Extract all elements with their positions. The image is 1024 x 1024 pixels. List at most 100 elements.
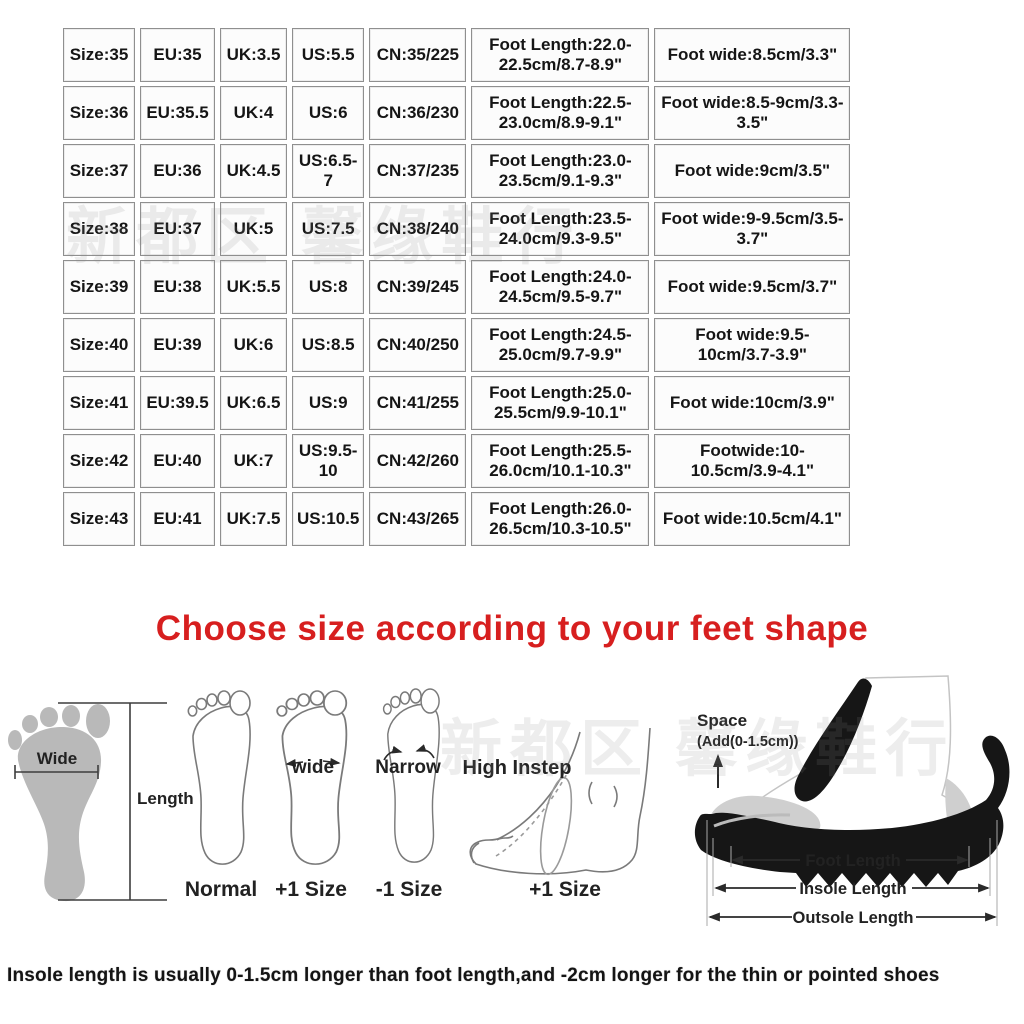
feet-shape-diagram: Wide Length Normal wide +1 Size Narrow -… [8, 675, 1010, 927]
size-cell: CN:37/235 [369, 144, 467, 198]
table-row: Size:41 EU:39.5 UK:6.5 US:9 CN:41/255 Foot Le… [63, 376, 851, 430]
size-cell: Foot wide:9.5-10cm/3.7-3.9" [654, 318, 851, 372]
length-measure [58, 702, 167, 901]
outsole-length-label: Outsole Length [793, 909, 914, 927]
size-cell: Foot Length:24.5-25.0cm/9.7-9.9" [471, 318, 650, 372]
size-cell: US:9.5-10 [292, 434, 365, 488]
size-cell: US:9 [292, 376, 365, 430]
measure-arrows [708, 855, 997, 922]
normal-label: Normal [185, 878, 257, 901]
size-cell: Foot wide:9-9.5cm/3.5-3.7" [654, 202, 851, 256]
size-cell: CN:41/255 [369, 376, 467, 430]
wide-arrows-icon [285, 757, 341, 767]
size-cell: EU:36 [140, 144, 215, 198]
size-cell: UK:7 [220, 434, 287, 488]
size-cell: Foot Length:22.5-23.0cm/8.9-9.1" [471, 86, 650, 140]
size-cell: Foot Length:23.5-24.0cm/9.3-9.5" [471, 202, 650, 256]
size-cell: Foot wide:10.5cm/4.1" [654, 492, 851, 546]
size-cell: Foot Length:24.0-24.5cm/9.5-9.7" [471, 260, 650, 314]
insole-length-label: Insole Length [799, 880, 906, 898]
measure-guides [706, 820, 998, 926]
size-cell: Foot wide:8.5cm/3.3" [654, 28, 851, 82]
size-cell: EU:40 [140, 434, 215, 488]
wide-size-label: +1 Size [275, 878, 347, 901]
size-cell: Foot wide:9cm/3.5" [654, 144, 851, 198]
foot-outline-normal-icon [187, 690, 251, 865]
size-cell: US:5.5 [292, 28, 365, 82]
narrow-size-label: -1 Size [376, 878, 443, 901]
wide-label: Wide [37, 749, 77, 768]
size-cell: CN:40/250 [369, 318, 467, 372]
size-cell: Foot wide:8.5-9cm/3.3-3.5" [654, 86, 851, 140]
size-cell: Foot Length:25.5-26.0cm/10.1-10.3" [471, 434, 650, 488]
table-row: Size:38 EU:37 UK:5 US:7.5 CN:38/240 Foot Leng… [63, 202, 851, 256]
size-cell: UK:6.5 [220, 376, 287, 430]
high-instep-label: High Instep [463, 757, 572, 779]
table-row: Size:39 EU:38 UK:5.5 US:8 CN:39/245 Foot Leng… [63, 260, 851, 314]
size-cell: EU:37 [140, 202, 215, 256]
size-cell: EU:39 [140, 318, 215, 372]
size-cell: Foot Length:26.0-26.5cm/10.3-10.5" [471, 492, 650, 546]
size-table-body: Size:35 EU:35 UK:3.5 US:5.5 CN:35/225 Foot Le… [63, 28, 851, 546]
space-label: Space [697, 711, 747, 730]
table-row: Size:42 EU:40 UK:7 US:9.5-10 CN:42/260 Foot L… [63, 434, 851, 488]
size-cell: EU:35 [140, 28, 215, 82]
wide-measure [14, 765, 99, 779]
size-cell: CN:42/260 [369, 434, 467, 488]
size-cell: Footwide:10-10.5cm/3.9-4.1" [654, 434, 851, 488]
shoe-diagram-icon [694, 675, 1010, 887]
size-cell: EU:35.5 [140, 86, 215, 140]
size-cell: Foot Length:25.0-25.5cm/9.9-10.1" [471, 376, 650, 430]
size-cell: EU:38 [140, 260, 215, 314]
size-cell: UK:3.5 [220, 28, 287, 82]
size-cell: UK:6 [220, 318, 287, 372]
high-instep-foot-icon [469, 727, 651, 876]
size-cell: UK:4.5 [220, 144, 287, 198]
size-cell: UK:4 [220, 86, 287, 140]
page-title: Choose size according to your feet shape [155, 609, 869, 648]
size-cell: Size:43 [63, 492, 135, 546]
size-cell: Foot wide:9.5cm/3.7" [654, 260, 851, 314]
size-cell: CN:36/230 [369, 86, 467, 140]
size-cell: Size:42 [63, 434, 135, 488]
size-cell: US:10.5 [292, 492, 365, 546]
table-row: Size:37 EU:36 UK:4.5 US:6.5-7 CN:37/235 Foot … [63, 144, 851, 198]
size-cell: Size:35 [63, 28, 135, 82]
size-cell: Foot Length:23.0-23.5cm/9.1-9.3" [471, 144, 650, 198]
table-row: Size:40 EU:39 UK:6 US:8.5 CN:40/250 Foot Leng… [63, 318, 851, 372]
wide-foot-label: wide [291, 757, 334, 778]
footprint-icon [8, 704, 110, 902]
length-label: Length [137, 789, 194, 808]
size-cell: CN:43/265 [369, 492, 467, 546]
footnote-text: Insole length is usually 0-1.5cm longer … [7, 965, 940, 986]
table-row: Size:43 EU:41 UK:7.5 US:10.5 CN:43/265 Foot L… [63, 492, 851, 546]
narrow-foot-label: Narrow [375, 757, 441, 778]
space-note: (Add(0-1.5cm)) [697, 734, 799, 750]
foot-length-label: Foot Length [805, 852, 900, 870]
size-cell: Foot Length:22.0-22.5cm/8.7-8.9" [471, 28, 650, 82]
size-conversion-table: Size:35 EU:35 UK:3.5 US:5.5 CN:35/225 Foot Le… [58, 24, 855, 550]
instep-size-label: +1 Size [529, 878, 601, 901]
size-cell: EU:41 [140, 492, 215, 546]
size-cell: CN:38/240 [369, 202, 467, 256]
table-row: Size:35 EU:35 UK:3.5 US:5.5 CN:35/225 Foot Le… [63, 28, 851, 82]
size-cell: Size:41 [63, 376, 135, 430]
size-cell: Size:36 [63, 86, 135, 140]
size-cell: Size:40 [63, 318, 135, 372]
size-cell: Size:37 [63, 144, 135, 198]
size-cell: US:6.5-7 [292, 144, 365, 198]
size-cell: Size:39 [63, 260, 135, 314]
size-cell: CN:39/245 [369, 260, 467, 314]
size-cell: Foot wide:10cm/3.9" [654, 376, 851, 430]
size-cell: UK:5 [220, 202, 287, 256]
size-cell: US:7.5 [292, 202, 365, 256]
size-cell: UK:7.5 [220, 492, 287, 546]
narrow-arrows-icon [383, 744, 435, 761]
table-row: Size:36 EU:35.5 UK:4 US:6 CN:36/230 Foot Leng… [63, 86, 851, 140]
size-cell: UK:5.5 [220, 260, 287, 314]
size-cell: US:8 [292, 260, 365, 314]
size-cell: US:6 [292, 86, 365, 140]
size-cell: Size:38 [63, 202, 135, 256]
size-cell: US:8.5 [292, 318, 365, 372]
size-cell: EU:39.5 [140, 376, 215, 430]
